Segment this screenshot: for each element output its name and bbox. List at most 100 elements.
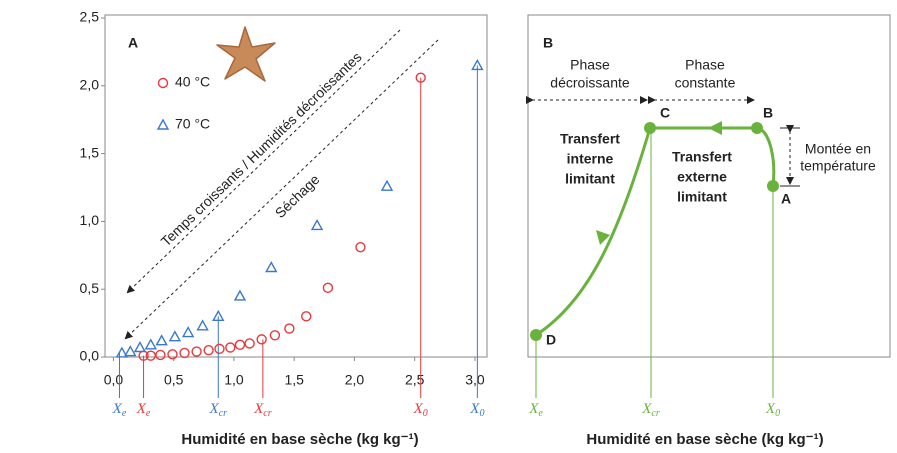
phase-label: Phase xyxy=(685,57,725,73)
point xyxy=(203,345,214,356)
point xyxy=(179,347,190,359)
regime-label: interne xyxy=(567,151,614,167)
point xyxy=(256,334,267,345)
legend-label: 40 °C xyxy=(175,74,210,90)
x-marker-symbol: X xyxy=(136,401,147,417)
panel-label: A xyxy=(128,35,138,51)
point xyxy=(244,338,255,349)
regime-label: Transfert xyxy=(560,131,620,147)
curve-arrow xyxy=(596,230,610,245)
x-marker-symbol: X xyxy=(765,401,776,417)
legend-label: 70 °C xyxy=(175,116,210,132)
time-arrow xyxy=(126,29,401,294)
curve-point xyxy=(751,122,763,134)
point xyxy=(167,349,178,360)
point-label: C xyxy=(660,105,670,121)
point xyxy=(115,346,129,358)
point xyxy=(355,241,366,253)
y-tick-label: 0,5 xyxy=(80,280,100,296)
phase-label: décroissante xyxy=(550,75,630,91)
x-marker-symbol: X xyxy=(469,401,480,417)
point xyxy=(124,345,137,357)
x-marker-subscript: 0 xyxy=(423,408,428,419)
x-tick-label: 1,0 xyxy=(224,372,244,388)
x-marker-label: Xe xyxy=(112,401,127,419)
x-marker-subscript: 0 xyxy=(479,408,484,419)
regime-label: Transfert xyxy=(672,149,732,165)
warmup-label: Montée en xyxy=(805,141,871,157)
x-marker-symbol: X xyxy=(112,401,123,417)
x-marker-subscript: cr xyxy=(219,408,227,419)
point xyxy=(380,179,394,191)
legend-marker xyxy=(157,77,169,89)
y-tick-label: 2,0 xyxy=(80,77,100,93)
point xyxy=(168,330,182,342)
point xyxy=(212,309,225,322)
point xyxy=(155,349,166,361)
point xyxy=(144,338,157,350)
x-marker-label: Xe xyxy=(528,401,543,419)
point xyxy=(471,59,484,71)
x-marker-label: Xcr xyxy=(641,401,660,419)
point xyxy=(269,330,281,341)
x-marker-subscript: e xyxy=(538,408,543,419)
x-marker-symbol: X xyxy=(209,401,220,417)
x-tick-label: 0,0 xyxy=(104,372,124,388)
point xyxy=(310,219,324,231)
point xyxy=(181,326,195,338)
panel-a-frame xyxy=(104,14,488,358)
x-marker-symbol: X xyxy=(413,401,424,417)
x-marker-label: X0 xyxy=(413,401,428,419)
x-marker-subscript: 0 xyxy=(775,408,780,419)
x-marker-label: Xcr xyxy=(209,401,228,419)
x-marker-label: X0 xyxy=(469,401,484,419)
x-marker-subscript: cr xyxy=(651,408,659,419)
point-label: B xyxy=(763,105,773,121)
point xyxy=(322,282,334,294)
x-marker-subscript: e xyxy=(122,408,127,419)
x-tick-label: 0,5 xyxy=(164,372,184,388)
point xyxy=(155,334,168,346)
point xyxy=(234,339,246,350)
point xyxy=(233,289,247,301)
x-tick-label: 1,5 xyxy=(284,372,304,388)
point-label: D xyxy=(546,332,556,348)
point xyxy=(191,346,202,357)
starfish-icon xyxy=(216,26,276,82)
regime-label: limitant xyxy=(565,171,615,187)
y-tick-label: 0,0 xyxy=(80,348,100,364)
x-marker-label: Xe xyxy=(136,401,151,419)
x-marker-symbol: X xyxy=(253,401,264,417)
x-tick-label: 2,0 xyxy=(345,372,365,388)
arrow-label: Séchage xyxy=(272,171,323,221)
x-marker-label: X0 xyxy=(765,401,780,419)
x-axis-title: Humidité en base sèche (kg kg⁻¹) xyxy=(586,431,823,448)
curve-arrow xyxy=(708,121,722,135)
point xyxy=(301,311,312,322)
x-marker-symbol: X xyxy=(528,401,539,417)
regime-label: externe xyxy=(677,169,727,185)
point xyxy=(284,323,295,334)
regime-label: limitant xyxy=(677,189,727,205)
point xyxy=(225,342,236,353)
legend-marker xyxy=(156,118,170,130)
point-label: A xyxy=(781,191,791,207)
phase-label: Phase xyxy=(570,57,610,73)
y-tick-label: 1,0 xyxy=(80,212,100,228)
x-tick-label: 3,0 xyxy=(465,372,485,388)
y-tick-label: 1,5 xyxy=(80,144,100,160)
point xyxy=(133,341,147,353)
point xyxy=(265,261,278,273)
panel-b-frame xyxy=(527,14,891,358)
x-marker-subscript: cr xyxy=(263,408,271,419)
curve-point xyxy=(644,122,656,134)
point xyxy=(214,343,225,355)
x-marker-subscript: e xyxy=(146,408,151,419)
point xyxy=(415,72,426,83)
drying-curve xyxy=(535,126,776,337)
point xyxy=(196,319,209,331)
x-marker-symbol: X xyxy=(641,401,652,417)
phase-label: constante xyxy=(675,75,736,91)
warmup-label: température xyxy=(800,158,876,174)
